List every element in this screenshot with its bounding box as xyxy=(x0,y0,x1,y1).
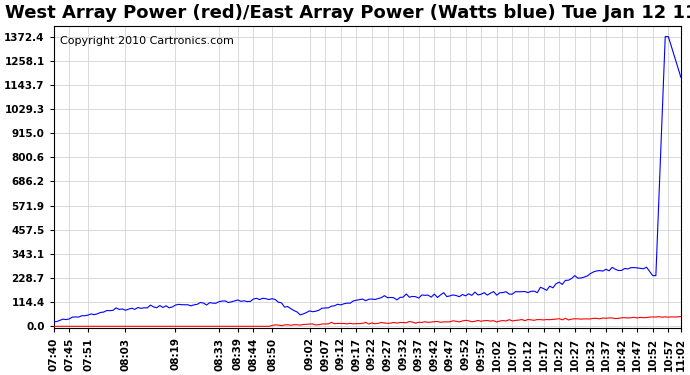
Text: Copyright 2010 Cartronics.com: Copyright 2010 Cartronics.com xyxy=(60,36,234,45)
Title: West Array Power (red)/East Array Power (Watts blue) Tue Jan 12 11:05: West Array Power (red)/East Array Power … xyxy=(5,4,690,22)
